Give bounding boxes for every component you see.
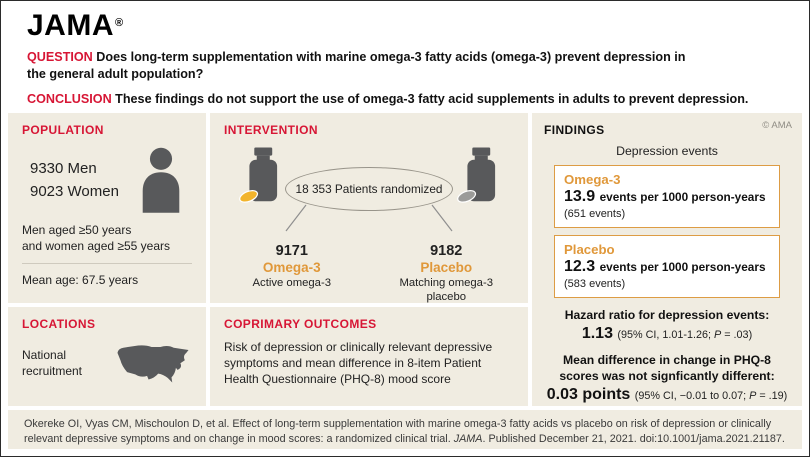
conclusion-text: These findings do not support the use of… [115, 91, 749, 106]
citation-bar: Okereke OI, Vyas CM, Mischoulon D, et al… [8, 410, 802, 449]
women-count: 9023 Women [30, 183, 119, 200]
mean-difference-value-line: 0.03 points (95% CI, −0.01 to 0.07; P = … [544, 386, 790, 404]
omega3-arm-name: Omega-3 [262, 260, 321, 275]
conclusion-label: CONCLUSION [27, 91, 112, 106]
omega3-bottle-icon [238, 143, 282, 209]
placebo-result-rate: 12.3 events per 1000 person-years [564, 258, 770, 276]
connector-lines [285, 204, 453, 232]
meandiff-ci-post: = .19) [756, 389, 788, 402]
omega3-arm-desc: Active omega-3 [252, 277, 332, 289]
citation-part2: . Published December 21, 2021. doi:10.10… [482, 433, 785, 446]
locations-content: National recruitment [22, 341, 192, 387]
hazard-ci-post: = .03) [721, 328, 753, 341]
trial-arms: 9171 Omega-3 Active omega-3 9182 Placebo… [224, 243, 514, 304]
locations-panel: LOCATIONS National recruitment [8, 307, 206, 406]
age-criteria: Men aged ≥50 years and women aged ≥55 ye… [22, 223, 192, 254]
randomized-oval: 18 353 Patients randomized [285, 167, 453, 211]
depression-events-label: Depression events [616, 144, 718, 158]
intervention-panel: INTERVENTION [210, 113, 528, 303]
header: JAMA® QUESTION Does long-term supplement… [1, 1, 809, 108]
placebo-arm-n: 9182 [430, 243, 463, 259]
omega3-result-name: Omega-3 [564, 172, 621, 187]
hazard-ratio-value-line: 1.13 (95% CI, 1.01-1.26; P = .03) [544, 325, 790, 343]
population-numbers: 9330 Men 9023 Women [30, 157, 119, 204]
population-panel: POPULATION 9330 Men 9023 Women Men aged … [8, 113, 206, 303]
locations-heading: LOCATIONS [22, 317, 96, 331]
placebo-bottle-icon [456, 143, 500, 209]
intervention-heading: INTERVENTION [224, 123, 318, 137]
meandiff-p: P [749, 389, 757, 402]
coprimary-outcomes-text: Risk of depression or clinically relevan… [224, 340, 493, 387]
jama-logo: JAMA® [27, 10, 783, 42]
population-counts: 9330 Men 9023 Women [22, 147, 192, 213]
randomized-count: 18 353 Patients randomized [295, 182, 443, 196]
omega3-result-events: (651 events) [564, 208, 626, 220]
omega3-result-box: Omega-3 13.9 events per 1000 person-year… [554, 165, 780, 228]
citation-journal: JAMA [453, 433, 483, 446]
omega3-result-rate: 13.9 events per 1000 person-years [564, 188, 770, 206]
hazard-ci-pre: (95% CI, 1.01-1.26; [617, 328, 715, 341]
hazard-ratio-value: 1.13 [581, 324, 613, 342]
age-criteria-line2: and women aged ≥55 years [22, 238, 171, 253]
question-label: QUESTION [27, 49, 93, 64]
question: QUESTION Does long-term supplementation … [27, 49, 687, 84]
person-icon [135, 147, 187, 213]
findings-panel: © AMA FINDINGS Depression events Omega-3… [532, 113, 802, 406]
men-count: 9330 Men [30, 159, 97, 177]
hazard-ratio-label: Hazard ratio for depression events: [564, 308, 770, 322]
randomization-graphic: 18 353 Patients randomized [224, 143, 514, 243]
omega3-arm: 9171 Omega-3 Active omega-3 [226, 243, 358, 304]
mean-difference-label: Mean difference in change in PHQ-8 score… [559, 352, 775, 383]
placebo-result-box: Placebo 12.3 events per 1000 person-year… [554, 235, 780, 298]
omega3-result-value: 13.9 [564, 188, 596, 205]
citation-text: Okereke OI, Vyas CM, Mischoulon D, et al… [24, 417, 786, 447]
hazard-ratio-ci: (95% CI, 1.01-1.26; P = .03) [617, 329, 752, 341]
registered-mark-icon: ® [115, 17, 124, 29]
placebo-result-events: (583 events) [564, 278, 626, 290]
omega3-result-unit: events per 1000 person-years [599, 190, 766, 204]
jama-logo-text: JAMA [27, 9, 115, 42]
question-text: Does long-term supplementation with mari… [27, 49, 686, 82]
placebo-result-unit: events per 1000 person-years [599, 260, 766, 274]
locations-text-line2: recruitment [22, 364, 83, 378]
locations-text-line1: National [22, 348, 67, 363]
hazard-p: P [714, 328, 722, 341]
placebo-arm: 9182 Placebo Matching omega-3 placebo [380, 243, 512, 304]
omega3-arm-n: 9171 [275, 243, 308, 259]
citation-part1: Okereke OI, Vyas CM, Mischoulon D, et al… [24, 418, 772, 446]
mean-difference-value: 0.03 points [546, 385, 631, 403]
placebo-arm-name: Placebo [420, 260, 473, 275]
mean-difference-ci: (95% CI, −0.01 to 0.07; P = .19) [635, 390, 787, 402]
main-panels: POPULATION 9330 Men 9023 Women Men aged … [8, 113, 802, 406]
meandiff-ci-pre: (95% CI, −0.01 to 0.07; [634, 389, 750, 402]
locations-text: National recruitment [22, 348, 82, 379]
findings-heading: FINDINGS [544, 123, 605, 137]
population-heading: POPULATION [22, 123, 104, 137]
placebo-result-name: Placebo [564, 242, 615, 257]
conclusion: CONCLUSION These findings do not support… [27, 91, 783, 109]
usa-map-icon [116, 341, 190, 387]
placebo-arm-desc: Matching omega-3 placebo [399, 277, 494, 304]
coprimary-outcomes-panel: COPRIMARY OUTCOMES Risk of depression or… [210, 307, 528, 406]
coprimary-outcomes-heading: COPRIMARY OUTCOMES [224, 317, 377, 331]
placebo-result-value: 12.3 [564, 258, 596, 275]
hazard-ratio: Hazard ratio for depression events: 1.13… [544, 308, 790, 343]
age-criteria-line1: Men aged ≥50 years [22, 223, 132, 237]
mean-difference: Mean difference in change in PHQ-8 score… [544, 353, 790, 404]
ama-copyright: © AMA [762, 120, 792, 131]
mean-age: Mean age: 67.5 years [22, 263, 192, 289]
